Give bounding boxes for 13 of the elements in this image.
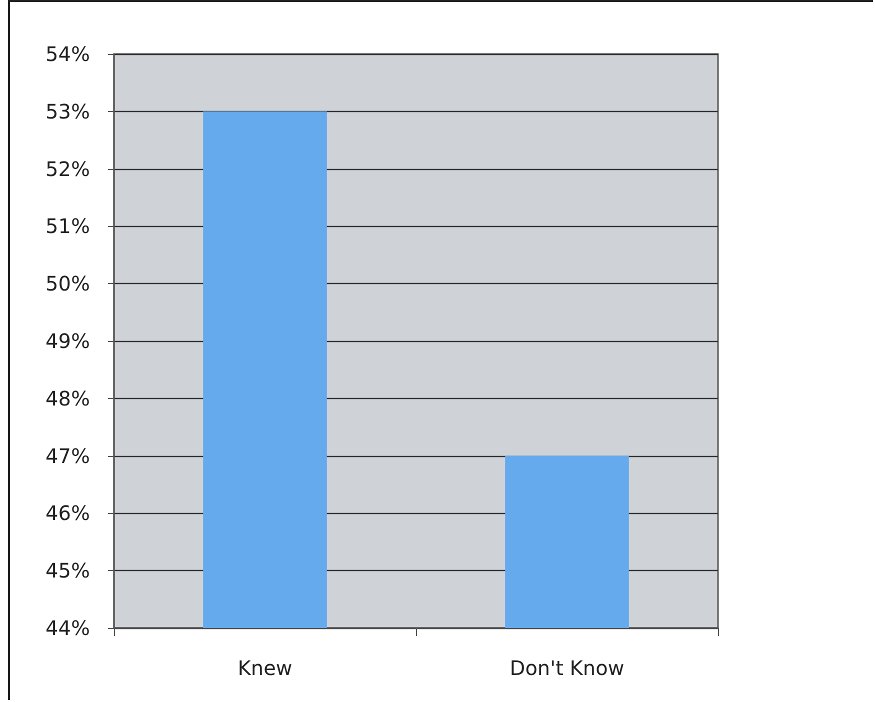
y-tick-label: 45% [46, 558, 90, 583]
y-tick-label: 44% [46, 616, 90, 640]
y-tick-label: 47% [46, 444, 90, 468]
y-tick-label: 49% [46, 329, 90, 353]
y-tick-label: 48% [46, 386, 90, 410]
y-tick-label: 46% [46, 501, 90, 526]
y-tick-label: 53% [46, 99, 90, 124]
y-tick-label: 54% [46, 42, 90, 66]
y-tick-label: 50% [46, 272, 90, 296]
x-tick-label: Knew [238, 656, 292, 680]
y-tick-label: 51% [46, 214, 90, 238]
x-tick-label: Don't Know [510, 656, 624, 680]
y-tick-label: 52% [46, 156, 90, 181]
